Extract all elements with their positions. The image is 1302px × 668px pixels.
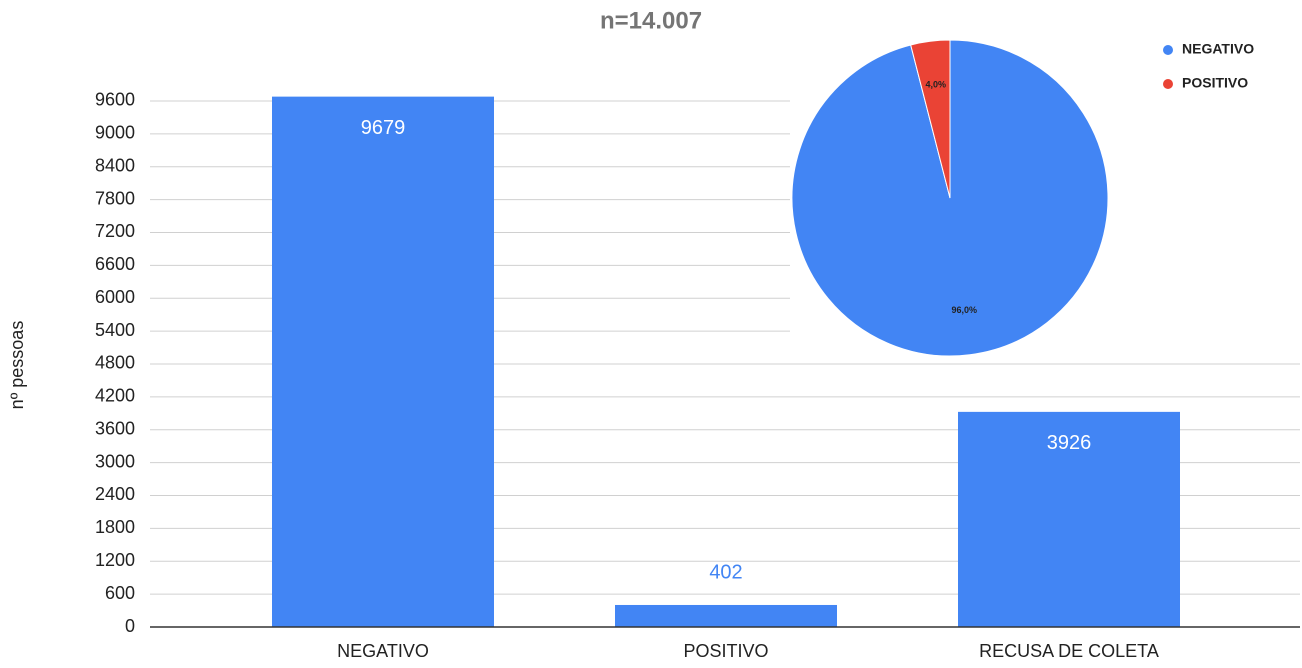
y-tick-label: 9000 [95,123,135,143]
legend-label: POSITIVO [1182,75,1248,91]
y-tick-label: 8400 [95,155,135,175]
data-label: 3926 [1047,432,1092,454]
y-tick-label: 1200 [95,550,135,570]
legend-label: NEGATIVO [1182,41,1254,57]
x-tick-label: POSITIVO [683,641,768,661]
y-tick-label: 5400 [95,320,135,340]
y-tick-label: 6600 [95,254,135,274]
y-axis-label: nº pessoas [7,321,27,410]
legend-marker [1163,79,1173,89]
y-tick-label: 2400 [95,484,135,504]
bar [958,411,1180,627]
legend-marker [1163,45,1173,55]
y-tick-label: 0 [125,616,135,636]
data-label: 402 [709,561,742,583]
y-tick-label: 7200 [95,221,135,241]
y-tick-label: 9600 [95,90,135,110]
y-tick-label: 3000 [95,451,135,471]
bar [615,604,837,627]
y-tick-label: 4200 [95,386,135,406]
bar [272,96,494,627]
x-tick-label: RECUSA DE COLETA [979,641,1159,661]
pie-slice [910,39,951,199]
slice-label: 4,0% [925,80,946,90]
y-tick-label: 600 [105,583,135,603]
slice-label: 96,0% [951,305,977,315]
y-tick-label: 4800 [95,353,135,373]
chart-title: n=14.007 [600,7,702,34]
y-tick-label: 3600 [95,418,135,438]
y-tick-label: 7800 [95,188,135,208]
y-tick-label: 1800 [95,517,135,537]
x-tick-label: NEGATIVO [337,641,429,661]
data-label: 9679 [361,117,406,139]
y-tick-label: 6000 [95,287,135,307]
